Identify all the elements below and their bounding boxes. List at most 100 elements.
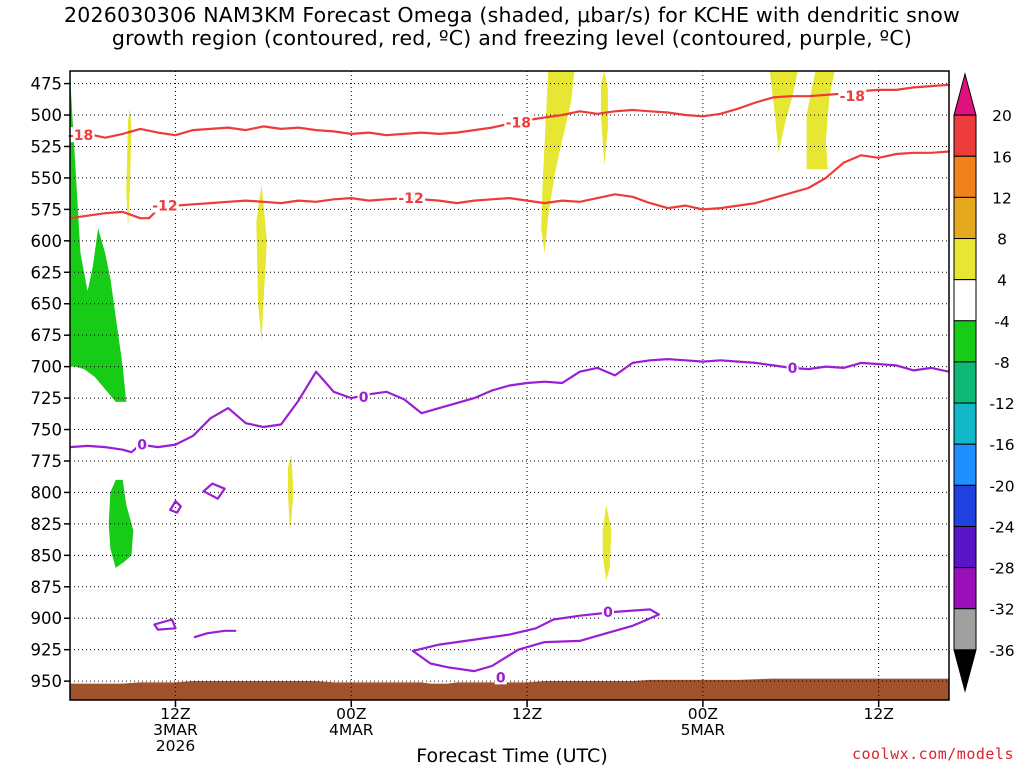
y-tick-label: 825 <box>31 515 63 534</box>
x-axis-title: Forecast Time (UTC) <box>416 745 608 767</box>
x-tick-label: 4MAR <box>329 721 374 739</box>
freezing-level-contour <box>169 500 182 514</box>
contour-label-bg <box>504 114 533 130</box>
colorbar-label: -36 <box>989 642 1014 660</box>
x-tick-label: 00Z <box>688 705 718 723</box>
colorbar-bottom-triangle <box>953 649 977 693</box>
y-tick-label: 900 <box>31 609 63 628</box>
contour-label: -18 <box>68 128 93 144</box>
y-tick-label: 750 <box>31 421 63 440</box>
y-tick-label: 650 <box>31 295 63 314</box>
y-tick-label: 600 <box>31 232 63 251</box>
omega-negative-region <box>108 479 134 568</box>
plot-frame <box>69 70 950 701</box>
contour-label: 0 <box>137 438 147 454</box>
contour-label-bg <box>136 436 149 452</box>
colorbar-bin <box>953 402 977 445</box>
contour-label-bg <box>357 388 370 404</box>
y-tick-label: 500 <box>31 106 63 125</box>
colorbar-bin <box>953 155 977 198</box>
contour-label-bg <box>66 127 95 143</box>
y-tick-label: 575 <box>31 200 63 219</box>
colorbar-label: -12 <box>989 395 1014 413</box>
colorbar-bin <box>953 279 977 322</box>
freezing-level-contour <box>202 482 226 500</box>
colorbar-bin <box>953 238 977 281</box>
colorbar-label: -4 <box>994 313 1009 331</box>
y-tick-label: 625 <box>31 263 63 282</box>
y-tick-label: 475 <box>31 75 63 94</box>
x-tick-label: 12Z <box>160 705 190 723</box>
omega-negative-region <box>70 74 127 402</box>
y-tick-label: 875 <box>31 578 63 597</box>
x-tick-label: 3MAR <box>153 721 198 739</box>
y-tick-label: 925 <box>31 641 63 660</box>
colorbar-label: -32 <box>989 601 1014 619</box>
colorbar-bin <box>953 361 977 404</box>
omega-positive-region <box>126 108 132 229</box>
contour-label: 0 <box>788 361 798 377</box>
y-tick-label: 950 <box>31 672 63 691</box>
y-tick-label: 725 <box>31 389 63 408</box>
contour-label: -12 <box>152 199 177 215</box>
colorbar-label: -8 <box>994 354 1009 372</box>
contour-label-bg <box>601 603 614 619</box>
colorbar-label: -24 <box>989 518 1014 536</box>
contour-label-bg <box>494 669 507 685</box>
x-tick-label: 12Z <box>512 705 542 723</box>
colorbar-bin <box>953 114 977 157</box>
colorbar-bin <box>953 484 977 527</box>
contour-label-bg <box>838 88 867 104</box>
colorbar-label: 16 <box>992 148 1012 166</box>
colorbar-label: -28 <box>989 560 1014 578</box>
contour-label: -12 <box>398 191 423 207</box>
contour-label-bg <box>786 359 799 375</box>
x-tick-label: 5MAR <box>681 721 726 739</box>
chart-title-line-1: 2026030306 NAM3KM Forecast Omega (shaded… <box>64 3 960 27</box>
omega-positive-region <box>541 71 575 254</box>
chart-title: 2026030306 NAM3KM Forecast Omega (shaded… <box>0 4 1024 50</box>
y-tick-label: 675 <box>31 326 63 345</box>
colorbar-label: 8 <box>997 231 1007 249</box>
colorbar-label: -20 <box>989 477 1014 495</box>
colorbar-bin <box>953 196 977 240</box>
colorbar-label: 12 <box>992 189 1012 207</box>
colorbar-bin <box>953 608 977 651</box>
freezing-level-contour <box>193 629 237 639</box>
omega-positive-region <box>806 71 835 170</box>
colorbar-label: -16 <box>989 436 1014 454</box>
colorbar-label: 4 <box>997 272 1007 290</box>
x-tick-label: 2026 <box>156 737 195 755</box>
y-tick-label: 850 <box>31 546 63 565</box>
x-tick-label: 12Z <box>864 705 894 723</box>
contour-label-bg <box>397 190 426 206</box>
y-tick-label: 525 <box>31 137 63 156</box>
freezing-level-contour <box>153 618 177 631</box>
colorbar-bin <box>953 567 977 610</box>
freezing-level-contour <box>70 358 949 454</box>
site-credit: coolwx.com/models <box>851 745 1014 763</box>
contour-label: -18 <box>506 116 531 132</box>
freezing-level-contour <box>411 608 660 673</box>
y-tick-label: 775 <box>31 452 63 471</box>
colorbar-bin <box>953 443 977 486</box>
y-tick-label: 550 <box>31 169 63 188</box>
contour-label-bg <box>150 197 179 213</box>
colorbar-label: 20 <box>992 107 1012 125</box>
colorbar-top-triangle <box>953 72 977 116</box>
contour-label: -18 <box>840 89 865 105</box>
colorbar-bin <box>953 525 977 569</box>
contour-label: 0 <box>359 390 369 406</box>
contour-label: 0 <box>603 605 613 621</box>
ground-terrain <box>70 678 949 700</box>
omega-positive-region <box>769 71 798 153</box>
omega-positive-region <box>602 505 612 581</box>
y-tick-label: 800 <box>31 483 63 502</box>
x-tick-label: 00Z <box>336 705 366 723</box>
dgz-contour <box>70 150 949 220</box>
contour-label: 0 <box>496 670 506 686</box>
y-tick-label: 700 <box>31 358 63 377</box>
colorbar-bin <box>953 320 977 363</box>
omega-positive-region <box>256 184 267 342</box>
